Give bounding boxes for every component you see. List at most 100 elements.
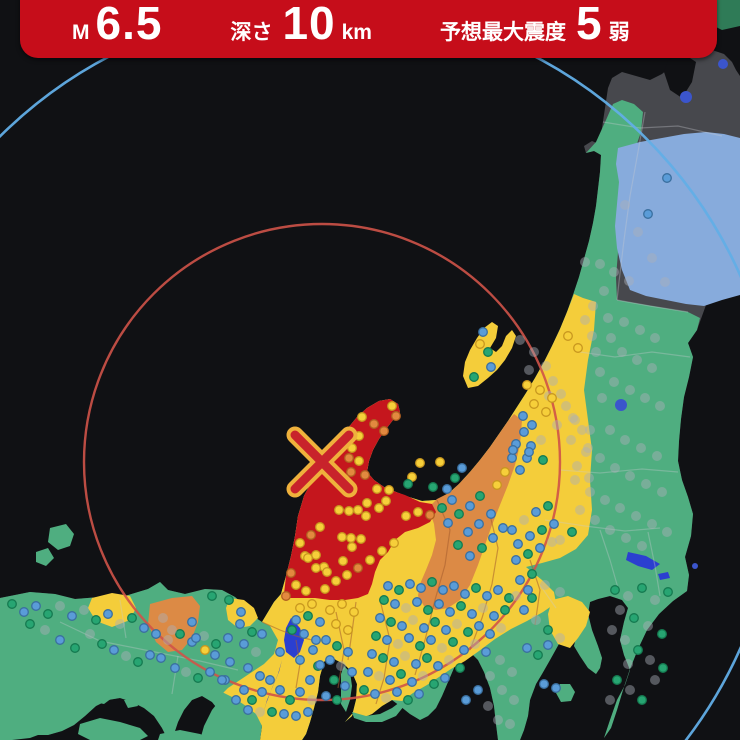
station-dot-b	[325, 655, 335, 665]
station-dot-y	[331, 576, 341, 586]
green-mie	[200, 692, 262, 740]
station-dot-b	[519, 427, 529, 437]
station-dot-n	[470, 639, 480, 649]
station-dot-b	[445, 607, 455, 617]
station-dot-o	[360, 470, 370, 480]
station-dot-n	[643, 621, 653, 631]
station-dot-n	[625, 685, 635, 695]
station-dot-g	[267, 707, 277, 717]
station-dot-g	[379, 595, 389, 605]
station-dot-y	[415, 458, 425, 468]
s-wave-circle	[82, 222, 562, 702]
station-dot-b	[55, 635, 65, 645]
station-dot-n	[507, 667, 517, 677]
station-dot-g	[133, 657, 143, 667]
epicenter-marker	[286, 426, 358, 498]
station-dot-n	[595, 453, 605, 463]
station-dot-n	[620, 635, 630, 645]
station-dot-b	[279, 709, 289, 719]
station-dot-n	[662, 527, 672, 537]
station-dot-b	[511, 555, 521, 565]
station-dot-n	[251, 647, 261, 657]
station-dot-g	[454, 509, 464, 519]
station-dot-b	[527, 420, 537, 430]
station-dot-n	[647, 253, 657, 263]
station-dot-b	[191, 633, 201, 643]
station-dot-b	[231, 695, 241, 705]
station-dot-b	[486, 509, 496, 519]
station-dot-n	[620, 200, 630, 210]
station-dot-n	[505, 719, 515, 729]
station-dot-y	[541, 407, 551, 417]
station-dot-n	[657, 487, 667, 497]
lake-kasumigaura	[626, 552, 660, 570]
station-dot-b	[243, 663, 253, 673]
station-dot-b	[299, 629, 309, 639]
station-dot-b	[315, 617, 325, 627]
station-dot-g	[612, 675, 622, 685]
station-dot-g	[332, 641, 342, 651]
station-dot-b	[187, 617, 197, 627]
warning-banner[interactable]: M 6.5 深さ 10 km 予想最大震度 5 弱	[20, 0, 717, 58]
station-dot-y	[311, 550, 321, 560]
station-dot-g	[471, 583, 481, 593]
station-dot-g	[437, 503, 447, 513]
station-dot-y	[361, 511, 371, 521]
station-dot-g	[396, 669, 406, 679]
station-dot-b	[416, 583, 426, 593]
station-dot-g	[537, 525, 547, 535]
station-dot-n	[575, 505, 585, 515]
station-dot-n	[408, 615, 418, 625]
station-dot-n	[478, 603, 488, 613]
station-dot-b	[291, 711, 301, 721]
station-dot-b	[474, 519, 484, 529]
station-dot-n	[570, 415, 580, 425]
station-dot-b	[347, 667, 357, 677]
blue-inland-tohoku	[615, 132, 740, 306]
border-line	[579, 351, 691, 358]
station-dot-y	[349, 607, 359, 617]
station-dot-o	[425, 510, 435, 520]
station-dot-g	[543, 625, 553, 635]
station-dot-b	[463, 527, 473, 537]
station-dot-y	[311, 563, 321, 573]
orange-toyama-hida	[418, 414, 522, 610]
station-dot-o	[379, 426, 389, 436]
station-dot-o	[391, 411, 401, 421]
station-dot-b	[411, 659, 421, 669]
station-dot-n	[199, 631, 209, 641]
station-dot-b	[210, 650, 220, 660]
station-dot-g	[527, 593, 537, 603]
station-dot-b	[535, 543, 545, 553]
station-dot-y	[295, 603, 305, 613]
station-dot-b	[367, 649, 377, 659]
station-dot-n	[568, 413, 578, 423]
station-dot-g	[427, 577, 437, 587]
station-dot-b	[205, 667, 215, 677]
depth-unit: km	[341, 21, 372, 44]
station-dot-b	[103, 609, 113, 619]
station-dot-b	[473, 685, 483, 695]
station-dot-n	[625, 385, 635, 395]
station-dot-y	[344, 506, 354, 516]
station-dot-b	[433, 661, 443, 671]
station-dot-b	[543, 640, 553, 650]
station-dot-y	[522, 380, 532, 390]
station-dot-b	[389, 657, 399, 667]
station-dot-b	[321, 691, 331, 701]
station-dot-b	[311, 635, 321, 645]
station-dot-n	[529, 347, 539, 357]
station-dot-n	[548, 376, 558, 386]
station-dot-n	[609, 267, 619, 277]
station-dot-y	[346, 533, 356, 543]
station-dot-b	[275, 647, 285, 657]
station-dot-o	[369, 419, 379, 429]
station-dot-g	[415, 641, 425, 651]
station-dot-b	[407, 677, 417, 687]
shikoku-b	[78, 718, 148, 740]
station-dot-b	[265, 675, 275, 685]
station-dot-g	[193, 673, 203, 683]
station-dot-n	[374, 671, 384, 681]
station-dot-g	[629, 613, 639, 623]
station-dot-n	[599, 286, 609, 296]
